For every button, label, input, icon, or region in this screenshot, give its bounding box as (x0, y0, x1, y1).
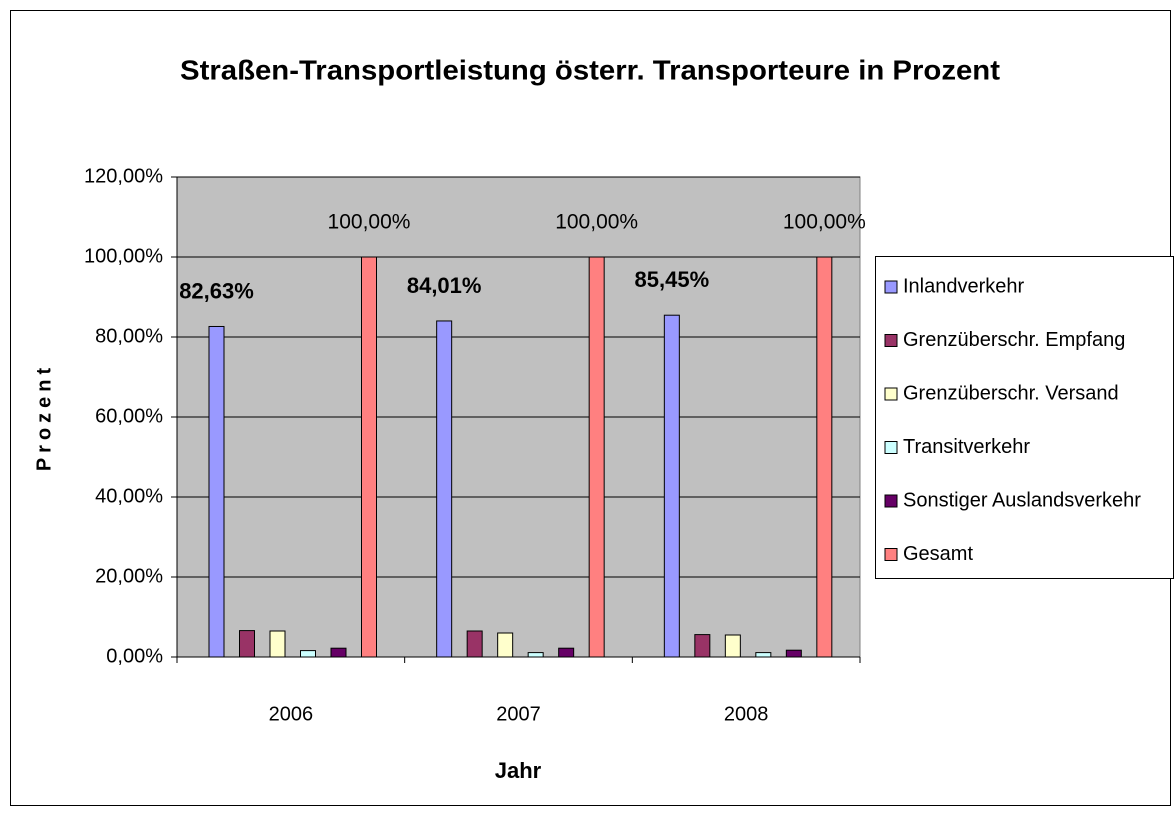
data-label: 85,45% (635, 267, 710, 292)
x-tick-label: 2007 (496, 703, 541, 725)
legend-swatch (884, 334, 898, 347)
bar (785, 649, 802, 658)
y-tick-label: 20,00% (95, 565, 163, 587)
legend-label: Grenzüberschr. Empfang (903, 329, 1125, 351)
data-label: 82,63% (179, 278, 254, 303)
legend-swatch (884, 494, 898, 508)
x-axis-label: Jahr (495, 758, 542, 783)
legend-swatch (884, 387, 898, 401)
bar (694, 634, 711, 658)
legend-label: Grenzüberschr. Versand (903, 382, 1119, 404)
bar (239, 630, 255, 658)
legend-label: Gesamt (903, 543, 973, 565)
x-tick-label: 2008 (724, 703, 769, 725)
bar (330, 647, 347, 658)
y-axis-label: Prozent (33, 363, 55, 471)
y-tick-label: 80,00% (95, 325, 163, 347)
x-tick-label: 2006 (269, 703, 314, 725)
data-label: 84,01% (407, 273, 482, 298)
bar (466, 630, 483, 658)
legend-swatch (884, 441, 898, 454)
bar (724, 634, 741, 658)
bar (663, 314, 680, 658)
chart-title: Straßen-Transportleistung österr. Transp… (180, 54, 1000, 85)
legend-label: Inlandverkehr (903, 275, 1025, 297)
bar (558, 647, 575, 658)
bar (436, 320, 453, 658)
legend-swatch (884, 548, 898, 561)
y-tick-label: 60,00% (95, 405, 163, 427)
legend-label: Sonstiger Auslandsverkehr (903, 489, 1141, 511)
data-label: 100,00% (783, 211, 866, 234)
y-tick-label: 40,00% (95, 485, 163, 507)
bar (497, 632, 514, 658)
legend-label: Transitverkehr (903, 436, 1030, 458)
bar (208, 325, 225, 658)
legend-box (875, 256, 1174, 579)
bar (588, 256, 605, 658)
legend-swatch (884, 280, 898, 294)
bar (361, 256, 377, 658)
y-tick-label: 100,00% (84, 245, 163, 267)
bar (816, 256, 833, 658)
y-tick-label: 120,00% (84, 165, 163, 187)
bar (269, 630, 286, 658)
y-tick-label: 0,00% (106, 645, 163, 667)
bar (300, 650, 316, 658)
data-label: 100,00% (555, 211, 638, 234)
bar (527, 652, 544, 658)
bar (755, 652, 772, 658)
data-label: 100,00% (328, 211, 411, 234)
